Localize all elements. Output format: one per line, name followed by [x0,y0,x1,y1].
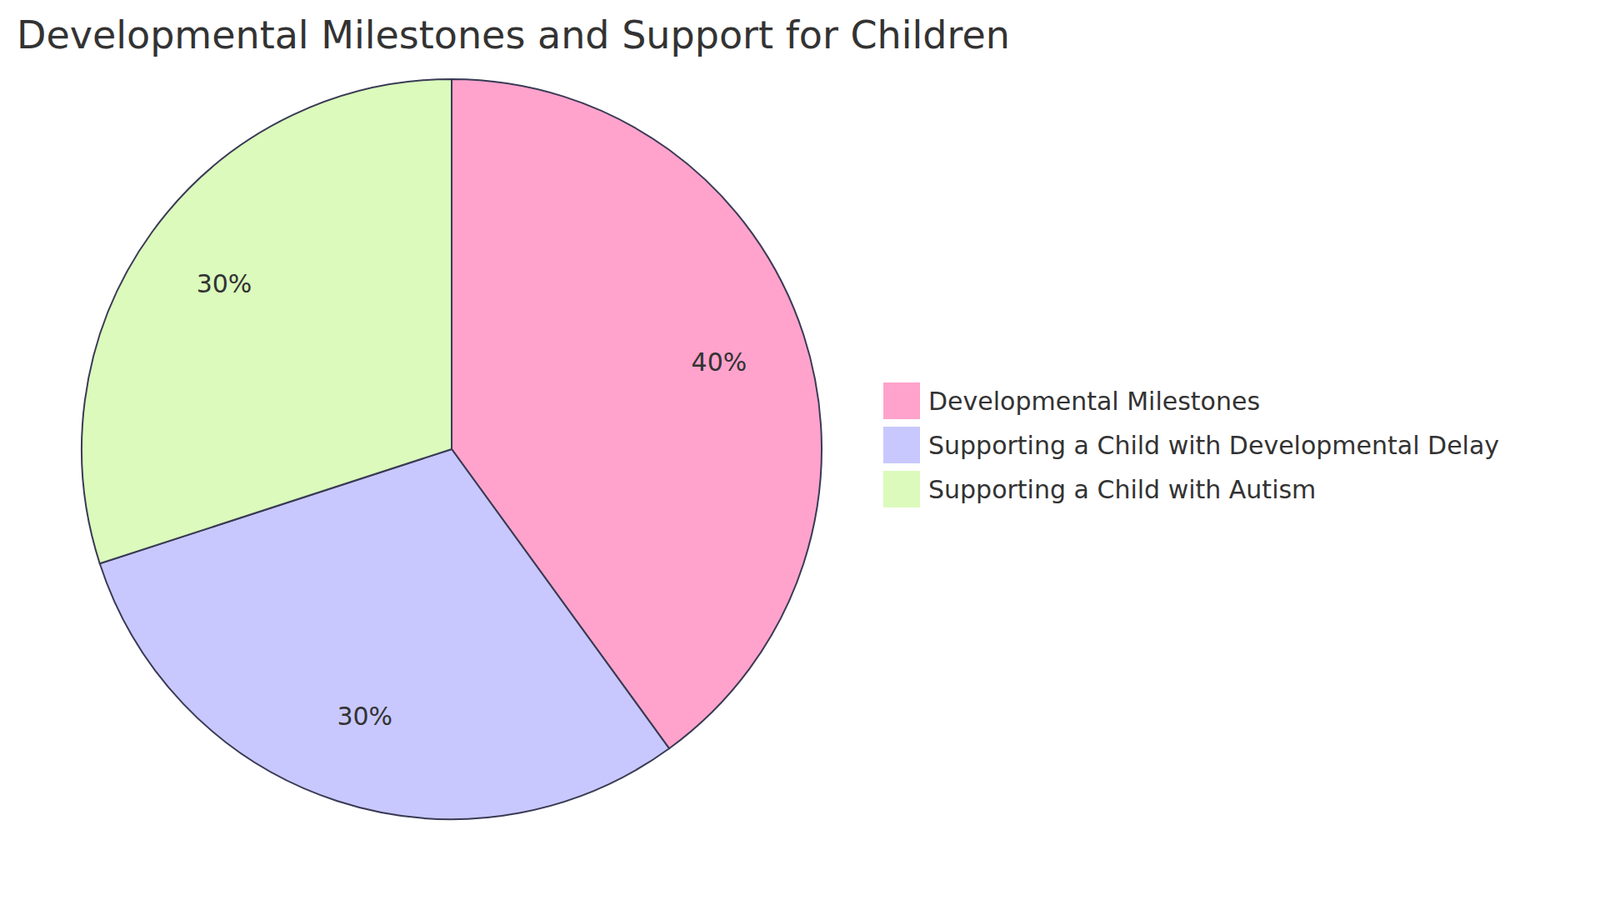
pie-slice [81,79,452,564]
legend-swatch [883,426,920,464]
chart: Developmental Milestones and Support for… [0,0,1600,900]
legend-label: Developmental Milestones [928,386,1260,416]
legend-label: Supporting a Child with Developmental De… [928,430,1500,460]
data-label: 40% [691,347,748,377]
legend-item: Supporting a Child with Autism [883,470,1316,508]
legend-label: Supporting a Child with Autism [928,475,1316,505]
legend-swatch [883,470,920,508]
legend-item: Developmental Milestones [883,382,1260,420]
data-label: 30% [336,701,393,731]
legend-item: Supporting a Child with Developmental De… [883,426,1500,464]
legend: Developmental Milestones Supporting a Chi… [883,382,1500,508]
data-label: 30% [196,269,253,299]
chart-title: Developmental Milestones and Support for… [16,12,1010,58]
pie: 40% 30% 30% [81,79,822,820]
legend-swatch [883,382,920,420]
